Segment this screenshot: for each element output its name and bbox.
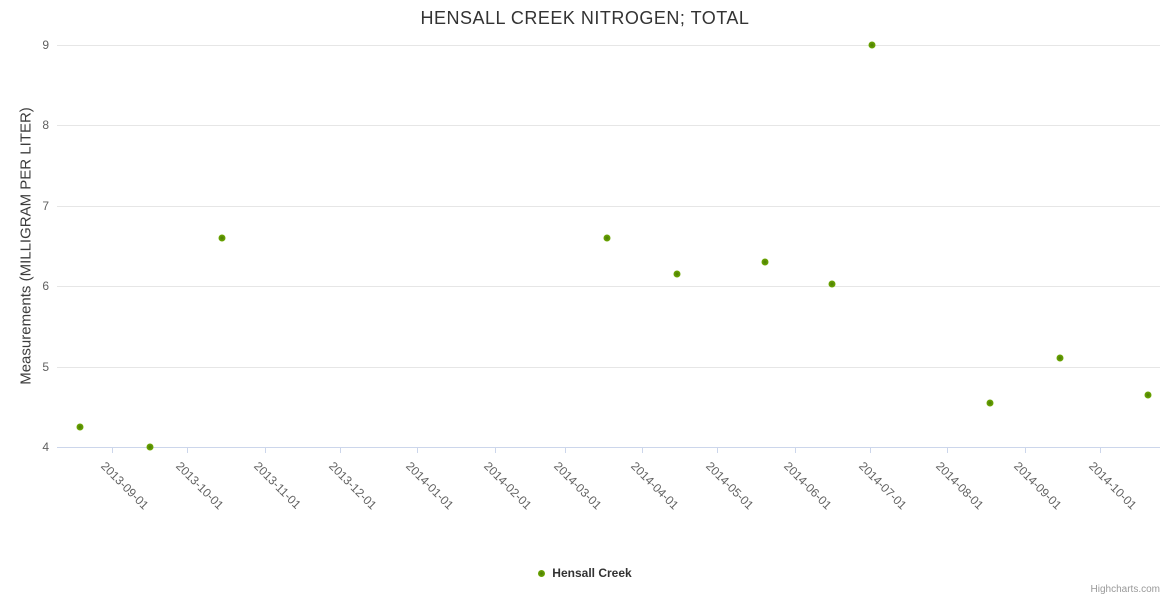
gridline-y-7 — [57, 205, 1160, 207]
x-tick-label: 2014-09-01 — [1010, 459, 1065, 513]
x-tick — [494, 447, 496, 453]
x-tick — [112, 447, 113, 453]
gridline-y-6 — [57, 286, 1160, 288]
gridline-y-5 — [57, 366, 1160, 368]
x-tick — [564, 447, 566, 453]
gridline-y-9 — [57, 45, 1160, 46]
x-tick — [869, 447, 871, 453]
x-tick-label: 2013-10-01 — [173, 459, 227, 513]
data-point[interactable] — [1056, 354, 1064, 362]
y-tick-label-4: 4 — [42, 440, 49, 454]
y-tick-label-9: 9 — [42, 38, 49, 52]
credits-link[interactable]: Highcharts.com — [1090, 584, 1160, 595]
x-tick-label: 2014-01-01 — [403, 459, 457, 513]
data-point[interactable] — [1144, 391, 1151, 399]
data-point[interactable] — [986, 399, 994, 407]
x-tick-label: 2013-12-01 — [325, 459, 380, 513]
data-point[interactable] — [603, 234, 611, 242]
x-tick — [1100, 447, 1101, 453]
data-point[interactable] — [673, 270, 681, 278]
plot-area — [57, 45, 1160, 448]
y-tick-label-5: 5 — [42, 359, 49, 374]
x-tick-label: 2014-07-01 — [855, 459, 910, 513]
x-tick-label: 2014-10-01 — [1086, 459, 1140, 513]
x-tick — [947, 447, 949, 453]
legend-item-hensall-creek[interactable]: Hensall Creek — [0, 566, 1170, 580]
x-tick-label: 2014-08-01 — [933, 459, 987, 513]
x-tick — [187, 447, 189, 453]
x-tick-label: 2014-05-01 — [703, 459, 757, 513]
x-tick — [264, 447, 266, 453]
y-tick-label-6: 6 — [42, 279, 49, 294]
x-tick — [794, 447, 796, 453]
data-point[interactable] — [828, 280, 836, 288]
legend-marker-icon — [538, 569, 546, 577]
x-tick — [717, 447, 719, 453]
y-tick-label-8: 8 — [42, 118, 49, 133]
y-axis-title: Measurements (MILLIGRAM PER LITER) — [17, 107, 35, 385]
x-tick-label: 2013-09-01 — [98, 459, 152, 513]
x-tick-label: 2014-02-01 — [480, 459, 535, 513]
gridline-y-8 — [57, 125, 1160, 127]
data-point[interactable] — [76, 423, 83, 431]
x-tick-label: 2013-11-01 — [250, 459, 304, 512]
x-tick — [417, 447, 419, 453]
x-tick — [339, 447, 341, 453]
x-tick-label: 2014-04-01 — [628, 459, 682, 513]
legend-label: Hensall Creek — [552, 566, 632, 580]
x-tick-label: 2014-06-01 — [780, 459, 835, 513]
chart-title: HENSALL CREEK NITROGEN; TOTAL — [420, 8, 750, 28]
x-tick — [642, 447, 644, 453]
x-tick — [1024, 447, 1026, 453]
data-point[interactable] — [868, 41, 876, 49]
data-point[interactable] — [218, 234, 226, 242]
x-tick-label: 2014-03-01 — [550, 459, 605, 513]
data-point[interactable] — [761, 258, 769, 266]
y-tick-label-7: 7 — [42, 198, 49, 213]
data-point[interactable] — [146, 443, 153, 451]
